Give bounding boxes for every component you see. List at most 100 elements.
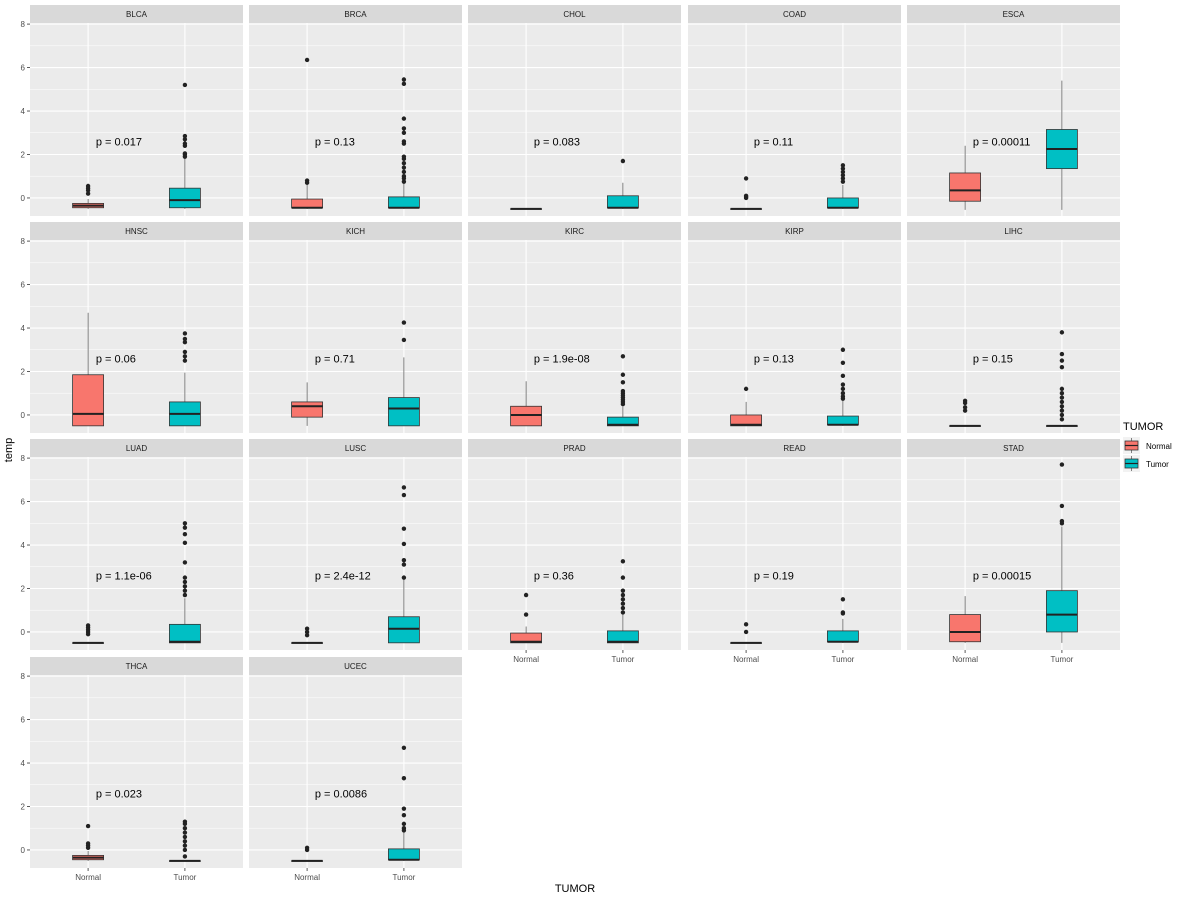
outlier-point [401, 154, 407, 159]
outlier-point [1059, 462, 1065, 467]
outlier-point [620, 588, 626, 593]
outlier-point [182, 579, 188, 585]
panel-background [907, 240, 1120, 433]
boxplot-tumor [169, 521, 201, 644]
outlier-point [962, 405, 968, 410]
y-tick-label: 2 [21, 802, 26, 811]
outlier-point [1059, 395, 1065, 400]
outlier-point [620, 610, 626, 615]
boxplot-tumor [607, 158, 639, 209]
y-tick-label: 8 [21, 20, 26, 29]
outlier-point [304, 629, 310, 635]
facet-strip [30, 439, 243, 457]
outlier-point [620, 354, 626, 359]
outlier-point [182, 521, 188, 526]
x-tick-label: Normal [75, 873, 101, 882]
y-tick-label: 6 [21, 498, 26, 507]
outlier-point [182, 560, 188, 565]
facet-strip [249, 5, 462, 23]
boxplot-normal [730, 176, 762, 210]
outlier-point [1059, 358, 1065, 363]
outlier-point [182, 525, 188, 530]
boxplot-normal [730, 622, 762, 644]
outlier-point [401, 337, 407, 343]
boxplot-tumor [169, 82, 201, 209]
boxplot-normal [72, 183, 104, 209]
panel-background [249, 675, 462, 868]
outlier-point [523, 592, 529, 598]
y-tick-label: 4 [21, 541, 26, 550]
facet-strip-label: KICH [346, 227, 365, 236]
outlier-point [182, 575, 188, 580]
boxplot-normal [72, 312, 104, 427]
panel-background [249, 240, 462, 433]
facet-strip-label: LUSC [345, 444, 367, 453]
outlier-point [401, 821, 407, 827]
box-iqr [388, 196, 420, 209]
boxplot-tumor [827, 597, 859, 643]
outlier-point [85, 823, 91, 829]
outlier-point [182, 137, 188, 142]
facet-panel-hnsc: HNSC 0 2 4 6 8 p = 0.06 [21, 222, 243, 433]
outlier-point [401, 575, 407, 580]
outlier-point [620, 575, 626, 580]
p-value-label: p = 0.023 [96, 788, 142, 800]
outlier-point [182, 331, 188, 336]
facet-strip [468, 5, 681, 23]
outlier-point [620, 158, 626, 164]
box-iqr [949, 172, 981, 202]
outlier-point [1059, 391, 1065, 396]
outlier-point [401, 776, 407, 781]
boxplot-normal [510, 381, 542, 427]
y-tick-label: 0 [21, 628, 26, 637]
outlier-point [85, 841, 91, 846]
boxplot-tumor [388, 485, 420, 644]
outlier-point [401, 165, 407, 170]
outlier-point [182, 839, 188, 844]
facet-strip-label: THCA [126, 662, 148, 671]
panel-background [30, 675, 243, 868]
outlier-point [620, 605, 626, 611]
y-tick-label: 2 [21, 367, 26, 376]
facet-panel-read: READ Normal Tumor p = 0.19 [688, 439, 901, 664]
p-value-label: p = 0.36 [534, 570, 574, 582]
outlier-point [840, 394, 846, 399]
panel-background [468, 240, 681, 433]
facet-strip [30, 5, 243, 23]
box-iqr [827, 630, 859, 643]
facet-strip [468, 439, 681, 457]
p-value-label: p = 2.4e-12 [315, 570, 371, 582]
legend-key-normal: Normal [1123, 437, 1172, 454]
outlier-point [840, 373, 846, 379]
p-value-label: p = 0.19 [754, 570, 794, 582]
outlier-point [182, 834, 188, 840]
outlier-point [304, 178, 310, 183]
box-iqr [169, 623, 201, 644]
panel-background [688, 240, 901, 433]
box-iqr [949, 614, 981, 643]
outlier-point [401, 485, 407, 490]
x-tick-label: Tumor [831, 655, 854, 664]
outlier-point [182, 843, 188, 848]
outlier-point [401, 492, 407, 498]
facet-panel-esca: ESCA p = 0.00011 [907, 5, 1120, 216]
boxplot-normal [730, 386, 762, 427]
y-tick-label: 4 [21, 107, 26, 116]
facet-strip [249, 439, 462, 457]
facet-panel-chol: CHOL p = 0.083 [468, 5, 681, 216]
outlier-point [620, 601, 626, 606]
boxplot-normal [949, 596, 981, 643]
outlier-point [840, 172, 846, 178]
x-tick-label: Tumor [173, 873, 196, 882]
outlier-point [743, 193, 749, 198]
facet-panel-kich: KICH p = 0.71 [249, 222, 462, 433]
box-iqr [510, 405, 542, 427]
outlier-point [401, 77, 407, 82]
outlier-point [182, 141, 188, 146]
boxplot-tumor [169, 819, 201, 862]
outlier-point [840, 169, 846, 175]
facet-strip [30, 657, 243, 675]
outlier-point [182, 133, 188, 139]
panel-background [30, 23, 243, 216]
facet-strip [907, 439, 1120, 457]
